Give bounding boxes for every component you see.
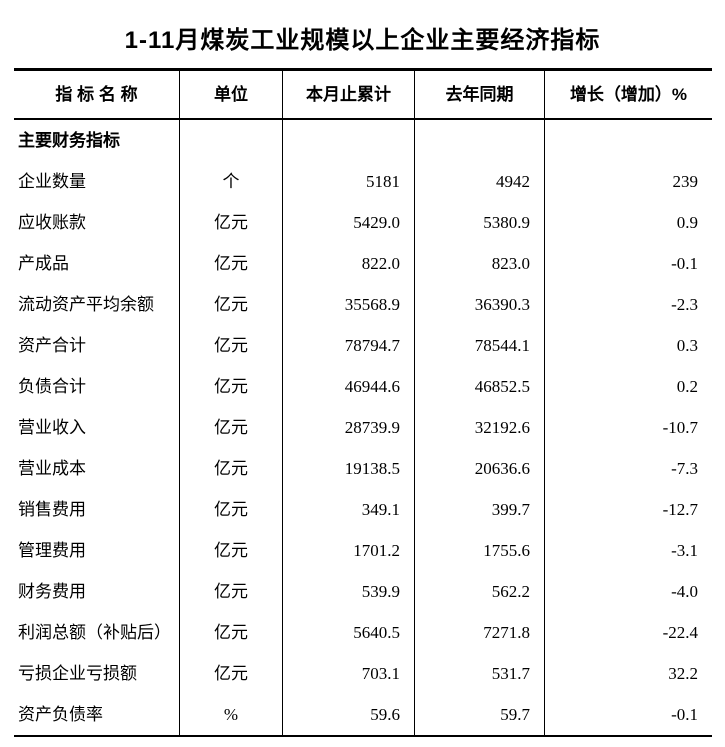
cumulative-value-cell: 59.6 <box>283 694 415 735</box>
unit-cell: 亿元 <box>180 366 283 407</box>
table-row: 资产负债率% 59.6 59.7 -0.1 <box>14 694 712 735</box>
last-year-value-cell: 36390.3 <box>415 284 545 325</box>
table-row: 亏损企业亏损额 亿元 703.1 531.7 32.2 <box>14 653 712 694</box>
growth-value-cell: 0.3 <box>676 336 698 355</box>
table-row: 主要财务指标 <box>14 120 712 161</box>
growth-value-cell: -7.3 <box>671 459 698 478</box>
header-growth: 增长（增加）% <box>569 85 688 104</box>
table-row: 利润总额（补贴后） 亿元 5640.5 7271.8 -22.4 <box>14 612 712 653</box>
indicator-name-cell: 管理费用 <box>14 530 180 571</box>
indicator-name-cell: 企业数量 <box>14 161 180 202</box>
last-year-value-cell: 59.7 <box>415 694 545 735</box>
unit-cell: 个 <box>180 161 283 202</box>
last-year-value-cell: 78544.1 <box>415 325 545 366</box>
header-last-year: 去年同期 <box>415 71 545 118</box>
cumulative-value-cell: 78794.7 <box>283 325 415 366</box>
growth-value-cell: 32.2 <box>668 664 698 683</box>
table-row: 企业数量个 5181 4942 239 <box>14 161 712 202</box>
indicator-name-cell: 利润总额（补贴后） <box>14 612 180 653</box>
indicator-name-cell: 应收账款 <box>14 202 180 243</box>
table-row: 营业收入 亿元 28739.9 32192.6 -10.7 <box>14 407 712 448</box>
indicator-name-cell: 营业收入 <box>14 407 180 448</box>
indicators-table: 指 标 名 称 单位 本月止累计 去年同期 增长（增加）% 主要财务指标 企业数量… <box>14 68 712 737</box>
table-row: 营业成本 亿元 19138.5 20636.6 -7.3 <box>14 448 712 489</box>
growth-value-cell: -10.7 <box>662 418 698 437</box>
header-unit: 单位 <box>180 71 283 118</box>
last-year-value-cell: 1755.6 <box>415 530 545 571</box>
table-body: 主要财务指标 企业数量个 5181 4942 239 应收账款 亿元 5429.0 5380.9… <box>14 120 712 735</box>
growth-value-cell: -12.7 <box>662 500 698 519</box>
cumulative-value-cell: 822.0 <box>283 243 415 284</box>
indicator-name-cell: 资产合计 <box>14 325 180 366</box>
unit-cell: 亿元 <box>180 653 283 694</box>
table-row: 应收账款 亿元 5429.0 5380.9 0.9 <box>14 202 712 243</box>
growth-value-cell: -22.4 <box>662 623 698 642</box>
cumulative-value-cell: 19138.5 <box>283 448 415 489</box>
unit-cell: 亿元 <box>180 571 283 612</box>
growth-value-cell: 0.9 <box>676 213 698 232</box>
cumulative-value-cell <box>283 120 415 161</box>
table-row: 流动资产平均余额 亿元 35568.9 36390.3 -2.3 <box>14 284 712 325</box>
cumulative-value-cell: 1701.2 <box>283 530 415 571</box>
cumulative-value-cell: 703.1 <box>283 653 415 694</box>
growth-value-cell: 0.2 <box>676 377 698 396</box>
page-title: 1-11月煤炭工业规模以上企业主要经济指标 <box>124 27 601 54</box>
indicator-name-cell: 财务费用 <box>14 571 180 612</box>
last-year-value-cell: 823.0 <box>415 243 545 284</box>
growth-value-cell <box>545 120 712 161</box>
growth-value-cell: -0.1 <box>671 254 698 273</box>
indicator-name-cell: 主要财务指标 <box>14 120 180 161</box>
unit-cell: 亿元 <box>180 530 283 571</box>
cumulative-value-cell: 539.9 <box>283 571 415 612</box>
table-row: 销售费用 亿元 349.1 399.7 -12.7 <box>14 489 712 530</box>
unit-cell: 亿元 <box>180 284 283 325</box>
table-row: 产成品 亿元 822.0 823.0 -0.1 <box>14 243 712 284</box>
unit-cell: 亿元 <box>180 325 283 366</box>
table-header-row: 指 标 名 称 单位 本月止累计 去年同期 增长（增加）% <box>14 71 712 120</box>
table-row: 财务费用 亿元 539.9 562.2 -4.0 <box>14 571 712 612</box>
cumulative-value-cell: 46944.6 <box>283 366 415 407</box>
indicator-name-cell: 销售费用 <box>14 489 180 530</box>
unit-cell: 亿元 <box>180 202 283 243</box>
cumulative-value-cell: 5429.0 <box>283 202 415 243</box>
last-year-value-cell: 531.7 <box>415 653 545 694</box>
cumulative-value-cell: 35568.9 <box>283 284 415 325</box>
table-row: 负债合计 亿元 46944.6 46852.5 0.2 <box>14 366 712 407</box>
unit-cell: 亿元 <box>180 407 283 448</box>
last-year-value-cell: 5380.9 <box>415 202 545 243</box>
indicator-name-cell: 资产负债率 <box>14 694 180 735</box>
unit-cell: 亿元 <box>180 243 283 284</box>
last-year-value-cell: 20636.6 <box>415 448 545 489</box>
header-cumulative: 本月止累计 <box>283 71 415 118</box>
indicator-name-cell: 负债合计 <box>14 366 180 407</box>
last-year-value-cell: 4942 <box>415 161 545 202</box>
last-year-value-cell: 562.2 <box>415 571 545 612</box>
growth-value-cell: -2.3 <box>671 295 698 314</box>
unit-cell <box>180 120 283 161</box>
growth-value-cell: 239 <box>672 172 699 191</box>
cumulative-value-cell: 28739.9 <box>283 407 415 448</box>
last-year-value-cell: 399.7 <box>415 489 545 530</box>
indicator-name-cell: 产成品 <box>14 243 180 284</box>
growth-value-cell: -0.1 <box>671 705 698 724</box>
last-year-value-cell: 32192.6 <box>415 407 545 448</box>
growth-value-cell: -3.1 <box>671 541 698 560</box>
last-year-value-cell: 7271.8 <box>415 612 545 653</box>
unit-cell: 亿元 <box>180 612 283 653</box>
indicator-name-cell: 营业成本 <box>14 448 180 489</box>
unit-cell: % <box>180 694 283 735</box>
last-year-value-cell: 46852.5 <box>415 366 545 407</box>
cumulative-value-cell: 5640.5 <box>283 612 415 653</box>
unit-cell: 亿元 <box>180 489 283 530</box>
growth-value-cell: -4.0 <box>671 582 698 601</box>
unit-cell: 亿元 <box>180 448 283 489</box>
last-year-value-cell <box>415 120 545 161</box>
cumulative-value-cell: 349.1 <box>283 489 415 530</box>
indicator-name-cell: 流动资产平均余额 <box>14 284 180 325</box>
indicator-name-cell: 亏损企业亏损额 <box>14 653 180 694</box>
table-row: 资产合计 亿元 78794.7 78544.1 0.3 <box>14 325 712 366</box>
cumulative-value-cell: 5181 <box>283 161 415 202</box>
table-row: 管理费用 亿元 1701.2 1755.6 -3.1 <box>14 530 712 571</box>
header-indicator-name: 指 标 名 称 <box>14 71 180 118</box>
